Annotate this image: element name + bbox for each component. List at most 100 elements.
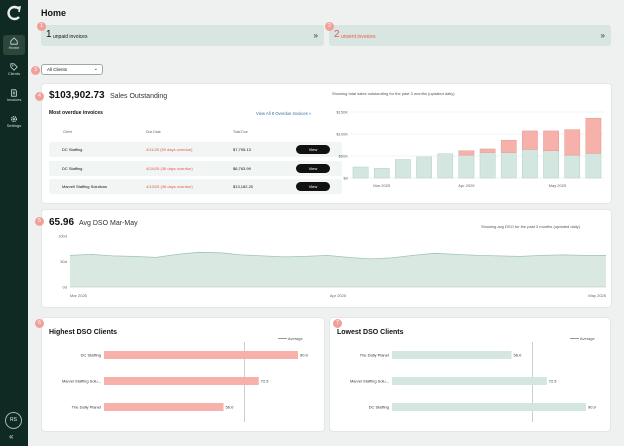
y-tick-label: $150K (336, 110, 348, 115)
column-header-total-due: Total Due (233, 130, 248, 134)
sales-outstanding-label: Sales Outstanding (110, 93, 168, 100)
total-due-cell: $6,763.99 (233, 166, 251, 171)
bar-segment (564, 129, 581, 156)
bar-segment (500, 139, 517, 153)
bar-segment (522, 130, 538, 150)
lowest-dso-title: Lowest DSO Clients (337, 329, 404, 336)
view-all-overdue-link[interactable]: View All 8 Overdue Invoices » (256, 111, 311, 116)
unpaid-invoices-banner[interactable]: 1 1 unpaid invoices » (37, 22, 324, 46)
table-row[interactable]: Marvell Staffing Solutions 4/13/25 (36 d… (49, 179, 342, 194)
y-tick-label: $100K (336, 132, 348, 137)
x-tick-label: Mar 2025 (373, 183, 391, 188)
bar-segment (458, 154, 475, 179)
x-tick-label: May 2025 (588, 293, 606, 298)
bar-segment (479, 152, 496, 179)
category-label: Marvel Staffing Solu... (62, 379, 101, 384)
bar-value-label: 72.5 (261, 379, 270, 384)
legend-line-icon (570, 338, 579, 340)
total-due-cell: $7,795.13 (233, 147, 251, 152)
column-header-due-date: Due Date (146, 130, 161, 134)
bar-value-label: 56.0 (226, 405, 235, 410)
category-label: The Daily Planet (72, 405, 102, 410)
bar-value-label: 90.9 (588, 405, 597, 410)
due-date-cell: 4/11/25 (50 days overdue) (146, 147, 193, 152)
avg-dso-value: 65.96 (49, 217, 75, 228)
highest-dso-title: Highest DSO Clients (49, 329, 118, 336)
bar (392, 403, 586, 411)
x-tick-label: Mar 2025 (70, 293, 88, 298)
unpaid-count: 1 (46, 29, 52, 40)
view-invoice-button[interactable]: View (296, 145, 330, 154)
sidebar: Home Clients Invoices Settings RS « (0, 0, 28, 446)
bar-segment (373, 168, 390, 179)
document-icon (11, 89, 17, 97)
y-tick-label: $50K (339, 154, 349, 159)
x-tick-label: Apr 2025 (330, 293, 347, 298)
bar-segment (585, 153, 602, 179)
step-badge: 5 (35, 217, 44, 226)
sales-outstanding-chart: $150K $100K $50K $0 Mar 2025 Apr 2025 May 2025 (336, 110, 604, 188)
step-badge: 6 (35, 319, 44, 328)
bar-segment (543, 130, 559, 151)
chevron-right-icon: » (600, 31, 605, 40)
category-label: DC Staffing (81, 353, 101, 358)
bar-segment (522, 149, 538, 179)
unsent-label: unsent invoices (341, 34, 376, 40)
unpaid-label: unpaid invoices (53, 34, 88, 40)
dso-chart-caption: Showing avg DSO for the past 3 months (u… (481, 224, 580, 229)
lowest-dso-chart: The Daily Planet 56.0 Marvel Staffing Solu… (350, 342, 597, 422)
bar-value-label: 90.9 (300, 353, 309, 358)
bar-segment (585, 117, 602, 154)
bar-segment (437, 153, 454, 179)
bar-value-label: 72.5 (549, 379, 558, 384)
step-badge: 3 (31, 66, 40, 75)
sidebar-item-home[interactable]: Home (3, 35, 25, 55)
sidebar-item-label: Home (8, 45, 20, 50)
sidebar-item-label: Clients (7, 71, 21, 76)
unsent-count: 2 (334, 29, 340, 40)
collapse-sidebar-icon[interactable]: « (9, 432, 14, 441)
bar-segment (416, 156, 432, 179)
unsent-invoices-banner[interactable]: 2 2 unsent invoices » (325, 22, 611, 46)
overdue-title: Most overdue invoices (49, 110, 103, 116)
bar-segment (352, 166, 369, 179)
bar (104, 351, 298, 359)
view-invoice-button[interactable]: View (296, 182, 330, 191)
table-row[interactable]: DC Staffing 4/24/25 (36 days overdue) $6… (49, 161, 342, 176)
bar-segment (543, 150, 559, 179)
page-title: Home (41, 8, 67, 18)
bar-value-label: 56.0 (514, 353, 523, 358)
legend-label: Average (579, 336, 595, 341)
client-filter-select[interactable]: All Clients ⌄ (41, 64, 103, 75)
category-label: Marvel Staffing Solu... (350, 379, 389, 384)
bar-segment (479, 148, 496, 153)
bar (104, 403, 224, 411)
lowest-dso-card (329, 317, 611, 432)
home-icon (10, 37, 18, 45)
bar-segment (564, 154, 581, 179)
sidebar-item-clients[interactable]: Clients (3, 61, 25, 81)
highest-dso-chart: DC Staffing 90.9 Marvel Staffing Solu... 72… (62, 342, 309, 422)
avatar[interactable]: RS (5, 412, 22, 429)
table-row[interactable]: DC Staffing 4/11/25 (50 days overdue) $7… (49, 142, 342, 157)
bar-segment (395, 159, 411, 179)
sidebar-item-settings[interactable]: Settings (3, 113, 25, 133)
bar (392, 351, 512, 359)
legend-line-icon (278, 338, 287, 340)
view-invoice-button[interactable]: View (296, 164, 330, 173)
due-date-cell: 4/24/25 (36 days overdue) (146, 166, 193, 171)
y-tick-label: 0d (63, 285, 67, 290)
avg-dso-label: Avg DSO Mar-May (79, 220, 138, 227)
sidebar-item-label: Invoices (6, 97, 22, 102)
sidebar-item-label: Settings (6, 123, 22, 128)
category-label: DC Staffing (369, 405, 389, 410)
tag-icon (10, 63, 18, 71)
sidebar-item-invoices[interactable]: Invoices (3, 87, 25, 107)
app-logo-icon[interactable] (6, 5, 22, 21)
sales-chart-caption: Showing total sales outstanding for the … (332, 91, 455, 96)
due-date-cell: 4/13/25 (36 days overdue) (146, 184, 193, 189)
bar (392, 377, 547, 385)
total-due-cell: $13,182.20 (233, 184, 254, 189)
y-tick-label: 100d (58, 234, 67, 239)
